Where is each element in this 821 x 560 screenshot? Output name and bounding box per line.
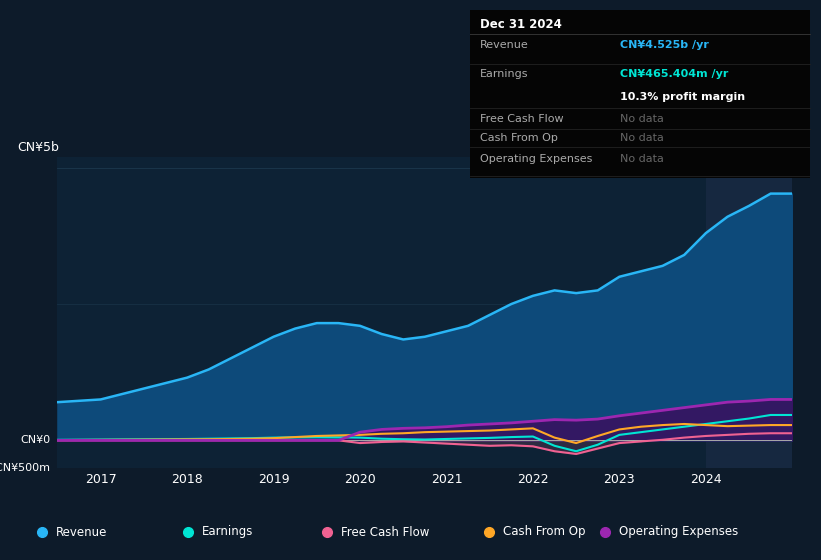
Text: 10.3% profit margin: 10.3% profit margin — [620, 92, 745, 102]
Text: No data: No data — [620, 114, 663, 124]
Text: Free Cash Flow: Free Cash Flow — [341, 525, 429, 539]
Text: CN¥0: CN¥0 — [20, 435, 50, 445]
Text: No data: No data — [620, 133, 663, 143]
Text: Revenue: Revenue — [56, 525, 107, 539]
Text: CN¥465.404m /yr: CN¥465.404m /yr — [620, 68, 728, 78]
Text: Free Cash Flow: Free Cash Flow — [479, 114, 563, 124]
Text: No data: No data — [620, 153, 663, 164]
Text: Revenue: Revenue — [479, 40, 529, 50]
Text: CN¥5b: CN¥5b — [17, 141, 59, 153]
Text: CN¥4.525b /yr: CN¥4.525b /yr — [620, 40, 709, 50]
Text: Cash From Op: Cash From Op — [503, 525, 585, 539]
Text: Cash From Op: Cash From Op — [479, 133, 557, 143]
Text: Earnings: Earnings — [479, 68, 529, 78]
Text: Operating Expenses: Operating Expenses — [479, 153, 592, 164]
Text: -CN¥500m: -CN¥500m — [0, 463, 50, 473]
Text: Operating Expenses: Operating Expenses — [619, 525, 738, 539]
Text: Dec 31 2024: Dec 31 2024 — [479, 18, 562, 31]
Text: Earnings: Earnings — [202, 525, 254, 539]
Bar — [706, 157, 810, 468]
